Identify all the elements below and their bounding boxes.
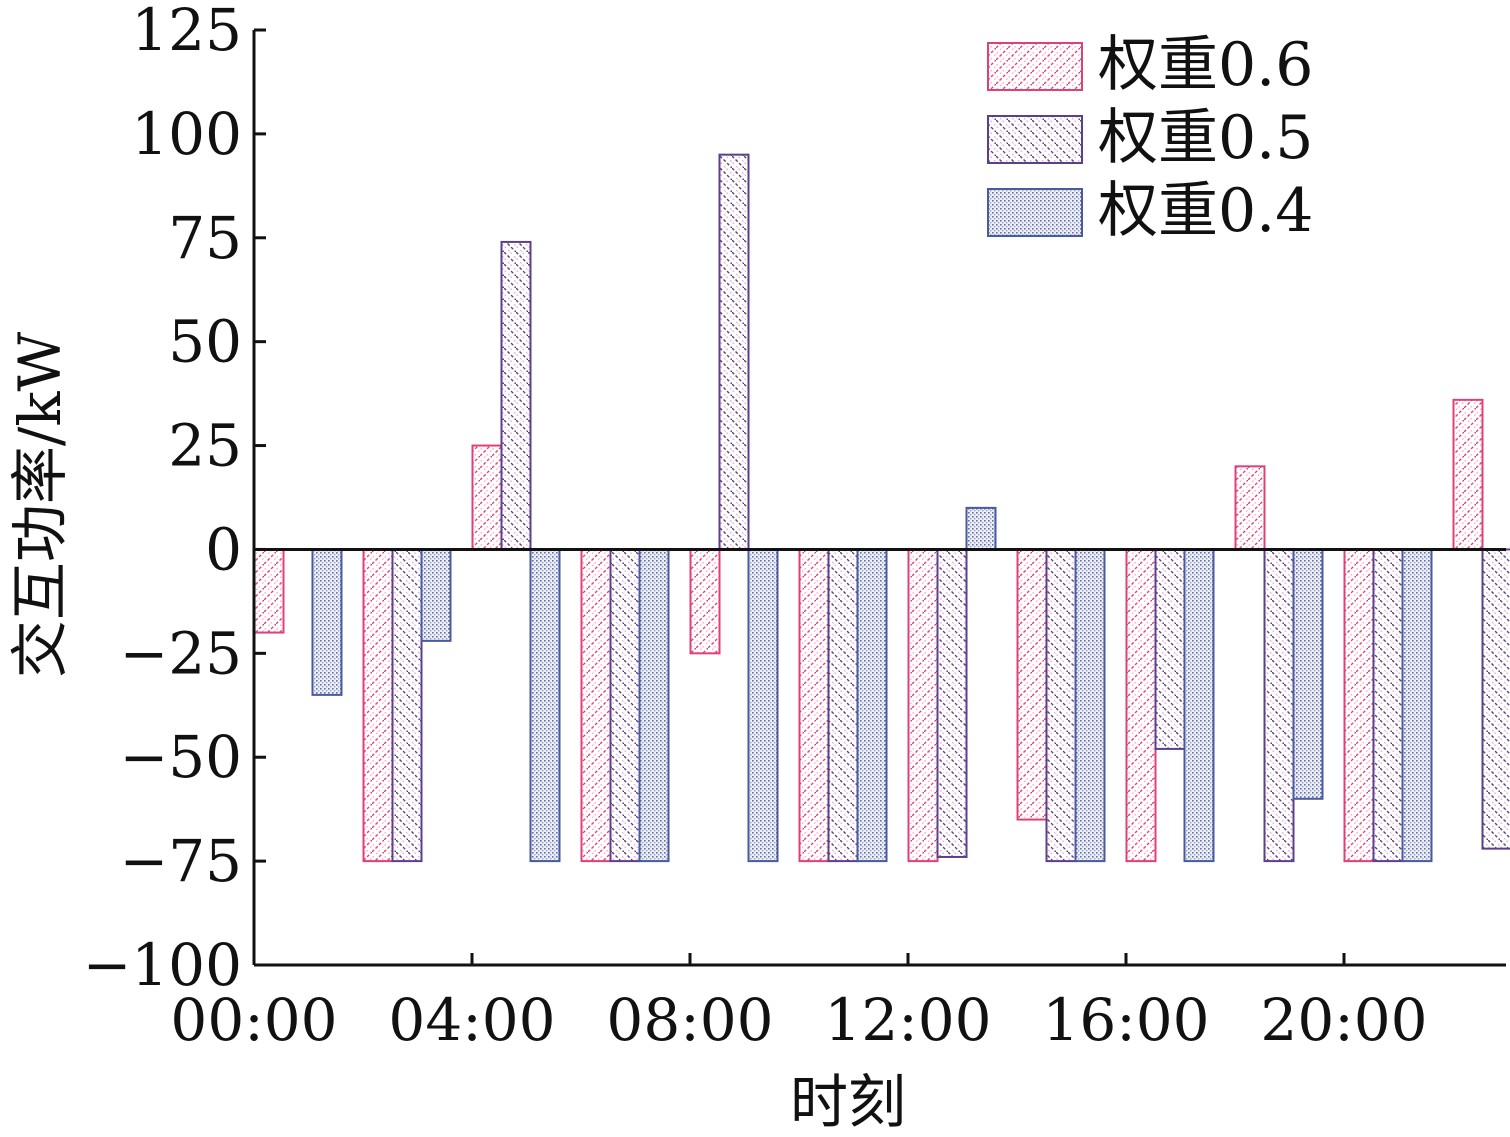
bar-1-10 xyxy=(1234,465,1266,551)
x-axis-ticks: 00:00 04:00 08:00 12:00 16:00 20:00 xyxy=(170,953,1428,1054)
bar-2-12 xyxy=(1481,548,1510,850)
y-tick-label: 100 xyxy=(131,100,242,168)
bar-3-7 xyxy=(965,506,997,551)
y-tick-label: −75 xyxy=(120,827,242,895)
bar-3-4 xyxy=(638,548,670,863)
bar-1-9 xyxy=(1125,548,1157,863)
axes xyxy=(252,30,1506,967)
x-tick-label: 00:00 xyxy=(170,986,337,1054)
bar-1-2 xyxy=(362,548,394,863)
y-tick-label: 75 xyxy=(168,204,242,272)
bar-3-5 xyxy=(747,548,779,863)
bar-3-2 xyxy=(420,548,452,642)
bar-1-5 xyxy=(689,548,721,655)
bar-1-7 xyxy=(907,548,939,863)
y-tick-label: −50 xyxy=(120,723,242,791)
bar-2-5 xyxy=(718,153,750,551)
bar-2-2 xyxy=(391,548,423,863)
legend-swatch-3 xyxy=(987,188,1083,237)
legend-swatch-2 xyxy=(987,115,1083,164)
legend-swatch-1 xyxy=(987,42,1083,91)
y-tick-label: 0 xyxy=(205,515,242,583)
bar-1-12 xyxy=(1452,398,1484,551)
x-tick-label: 08:00 xyxy=(606,986,773,1054)
bar-2-8 xyxy=(1045,548,1077,863)
legend-label-3: 权重0.4 xyxy=(1098,176,1313,246)
bar-2-3 xyxy=(500,240,532,551)
bar-2-7 xyxy=(936,548,968,858)
y-axis-label: 交互功率/kW xyxy=(6,331,74,678)
bar-2-6 xyxy=(827,548,859,863)
y-tick-label: −25 xyxy=(120,619,242,687)
y-tick-label: −100 xyxy=(83,931,242,999)
y-tick-label: 50 xyxy=(168,308,242,376)
bar-1-3 xyxy=(471,444,503,551)
bar-1-4 xyxy=(580,548,612,863)
bar-3-9 xyxy=(1183,548,1215,863)
bar-2-9 xyxy=(1154,548,1186,750)
bar-3-11 xyxy=(1401,548,1433,863)
y-tick-label: 25 xyxy=(168,412,242,480)
legend-label-1: 权重0.6 xyxy=(1098,30,1313,100)
bar-1-6 xyxy=(798,548,830,863)
x-tick-label: 20:00 xyxy=(1260,986,1427,1054)
x-tick-label: 04:00 xyxy=(388,986,555,1054)
bar-1-8 xyxy=(1016,548,1048,821)
bar-1-11 xyxy=(1343,548,1375,863)
y-axis-ticks: 125 100 75 50 25 0 −25 −50 −75 −100 xyxy=(83,0,266,999)
bar-3-1 xyxy=(311,548,343,696)
bars-layer xyxy=(253,153,1510,863)
bar-3-10 xyxy=(1292,548,1324,800)
bar-1-1 xyxy=(253,548,285,634)
x-tick-label: 12:00 xyxy=(824,986,991,1054)
legend-label-2: 权重0.5 xyxy=(1098,103,1313,173)
x-tick-label: 16:00 xyxy=(1042,986,1209,1054)
bar-2-4 xyxy=(609,548,641,863)
x-axis-label: 时刻 xyxy=(790,1068,906,1136)
bar-3-6 xyxy=(856,548,888,863)
y-tick-label: 125 xyxy=(131,0,242,64)
bar-2-10 xyxy=(1263,548,1295,863)
bar-3-3 xyxy=(529,548,561,863)
bar-2-11 xyxy=(1372,548,1404,863)
bar-3-8 xyxy=(1074,548,1106,863)
